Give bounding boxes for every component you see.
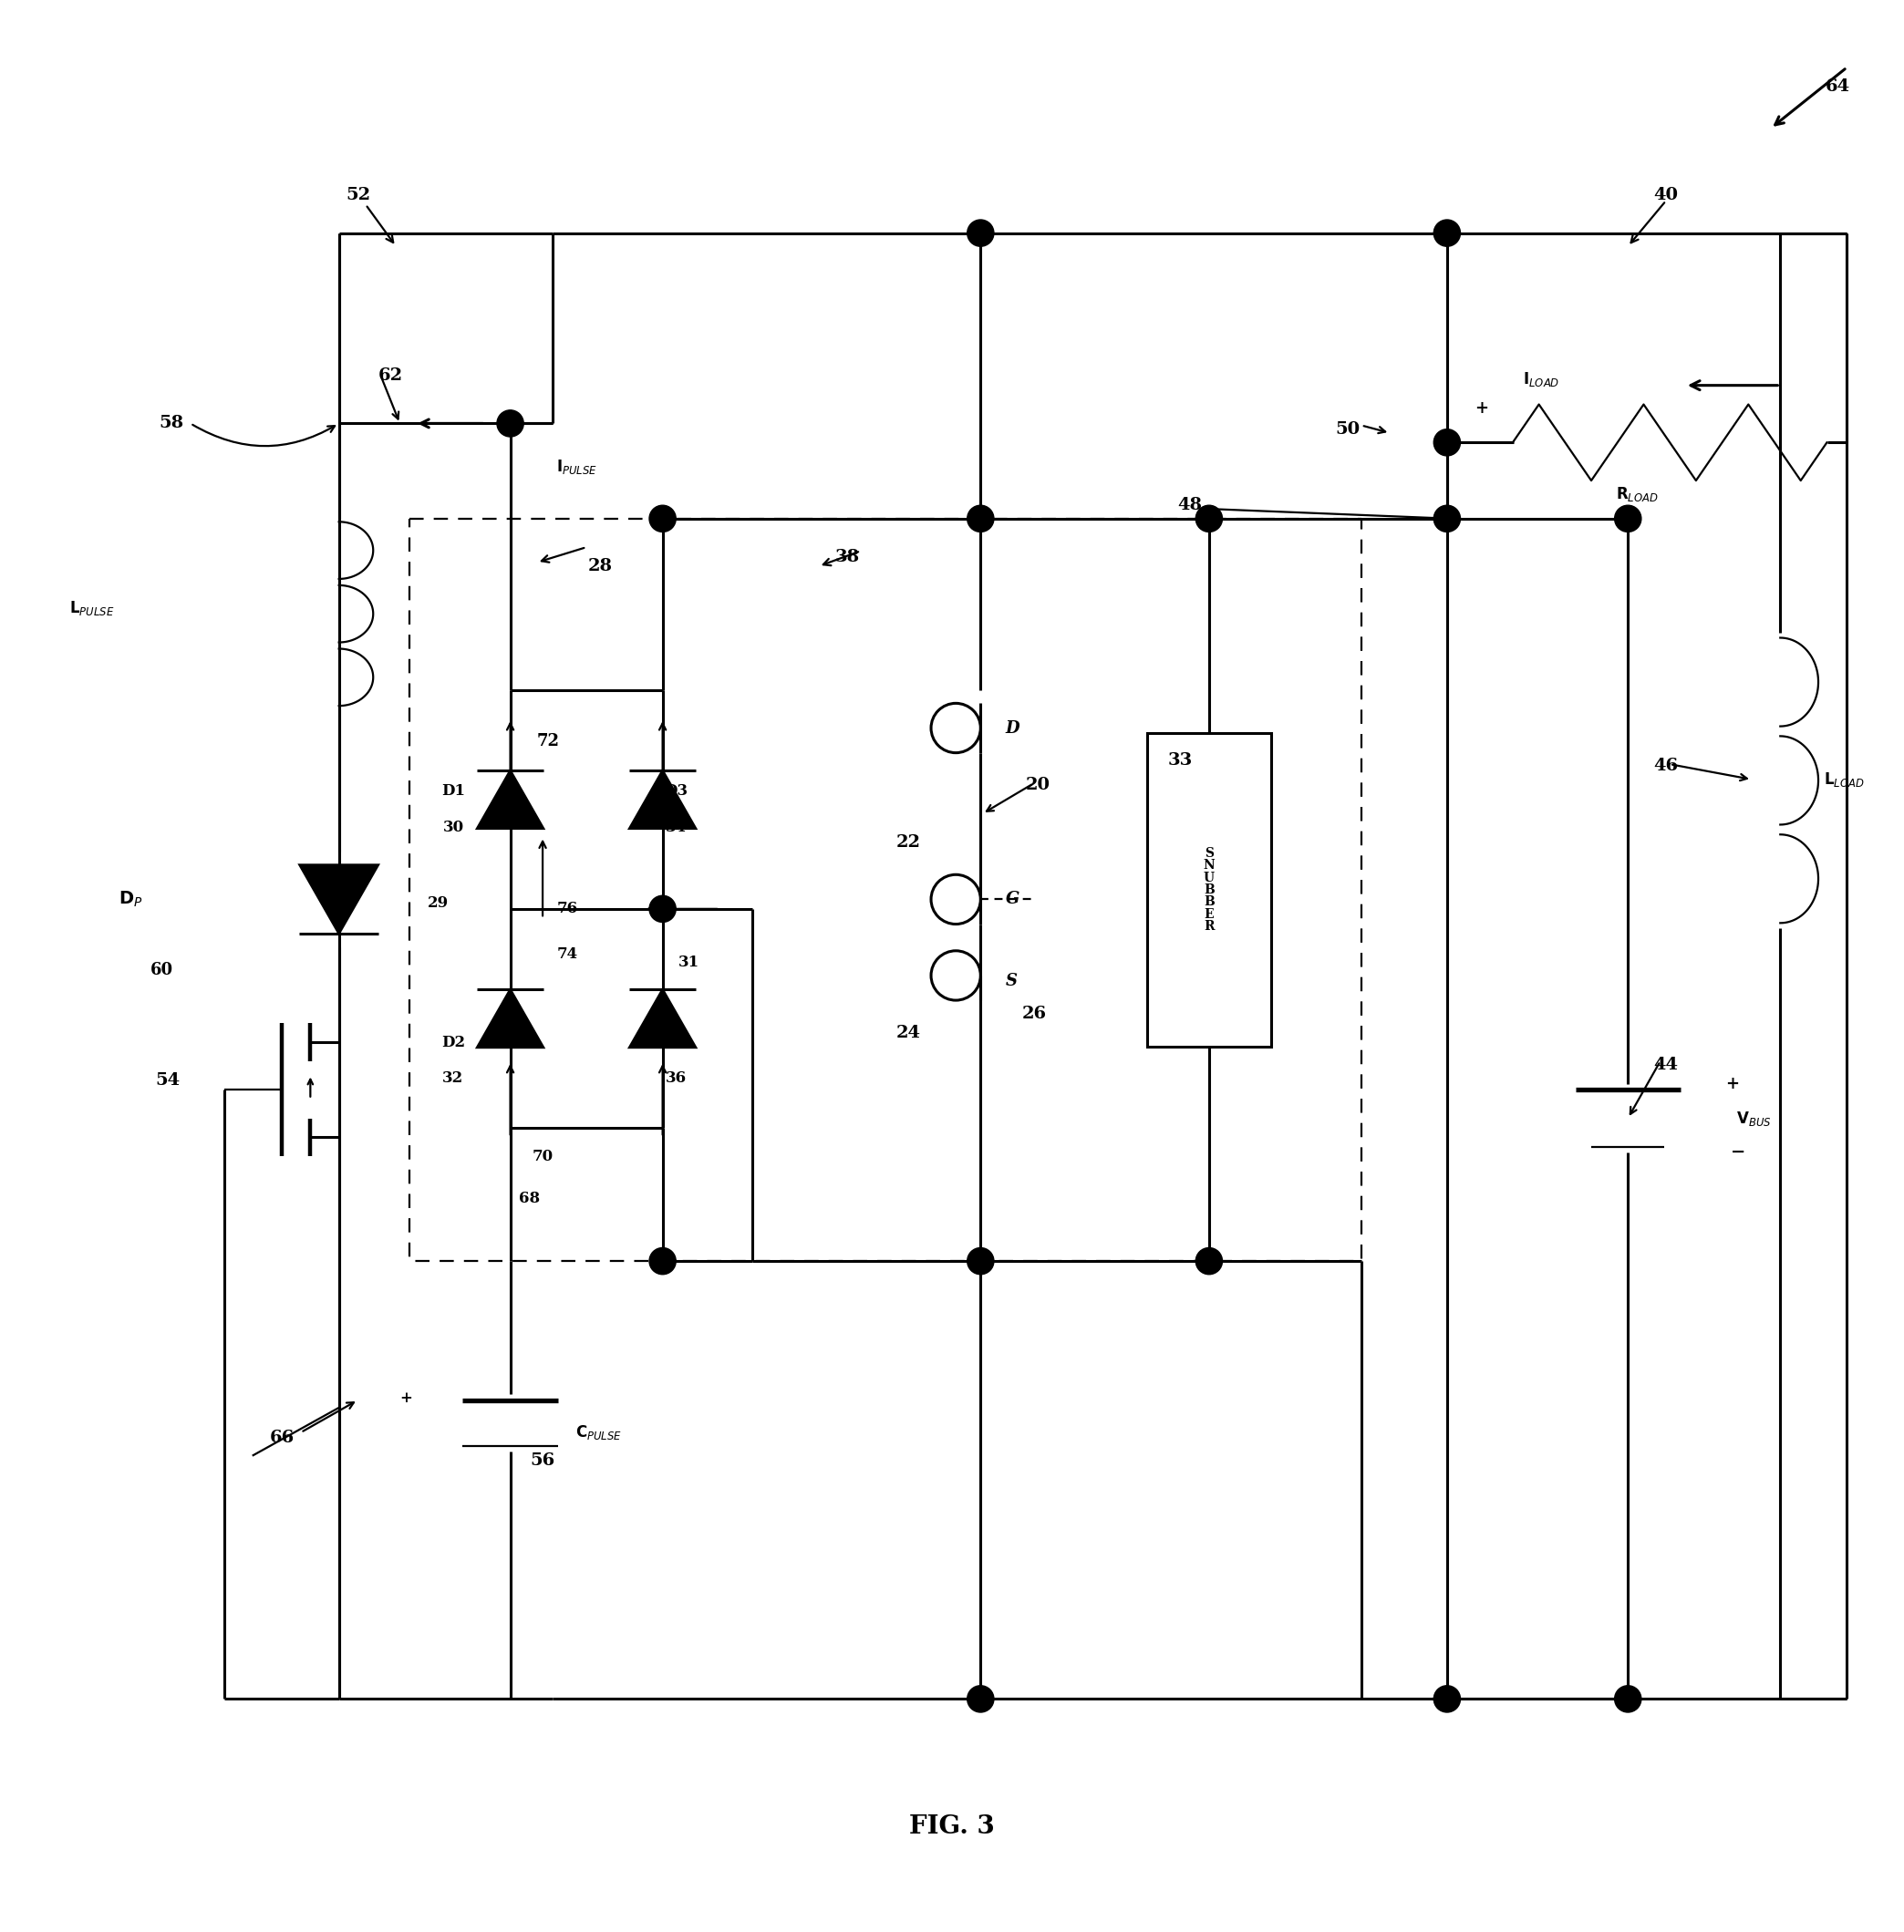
Text: 68: 68 xyxy=(518,1190,541,1206)
Text: +: + xyxy=(1725,1076,1740,1092)
Circle shape xyxy=(1196,1248,1222,1275)
Text: $\mathbf{L}_{PULSE}$: $\mathbf{L}_{PULSE}$ xyxy=(69,599,114,616)
Text: 29: 29 xyxy=(426,895,449,910)
Text: 66: 66 xyxy=(268,1430,295,1447)
Circle shape xyxy=(1615,506,1641,531)
Circle shape xyxy=(1196,506,1222,531)
Circle shape xyxy=(1434,506,1460,531)
Text: 36: 36 xyxy=(664,1070,687,1086)
Text: 48: 48 xyxy=(1179,497,1201,514)
Text: $\mathbf{L}_{LOAD}$: $\mathbf{L}_{LOAD}$ xyxy=(1824,771,1864,788)
Text: D4: D4 xyxy=(664,1034,687,1049)
Text: 60: 60 xyxy=(150,962,173,978)
Circle shape xyxy=(649,1248,676,1275)
Text: D2: D2 xyxy=(442,1034,465,1049)
Text: $\mathbf{I}_{LOAD}$: $\mathbf{I}_{LOAD}$ xyxy=(1523,371,1559,388)
Text: 34: 34 xyxy=(664,819,687,835)
Text: +: + xyxy=(400,1391,411,1406)
Text: 64: 64 xyxy=(1826,79,1849,95)
Text: 72: 72 xyxy=(537,732,560,750)
Text: 24: 24 xyxy=(897,1024,920,1041)
Text: +: + xyxy=(1474,400,1489,417)
Text: 74: 74 xyxy=(556,947,579,962)
Text: 52: 52 xyxy=(347,187,369,203)
Text: 22: 22 xyxy=(897,835,920,850)
Text: 46: 46 xyxy=(1655,757,1677,775)
Circle shape xyxy=(1615,1685,1641,1712)
Circle shape xyxy=(1434,220,1460,247)
Text: 70: 70 xyxy=(531,1150,554,1165)
Text: FIG. 3: FIG. 3 xyxy=(910,1814,994,1839)
Polygon shape xyxy=(476,989,545,1047)
Text: 58: 58 xyxy=(160,415,183,431)
Polygon shape xyxy=(299,866,379,933)
Polygon shape xyxy=(628,771,697,829)
Text: 26: 26 xyxy=(1022,1005,1045,1022)
Text: 56: 56 xyxy=(529,1453,556,1468)
Text: 38: 38 xyxy=(836,549,859,564)
Circle shape xyxy=(967,506,994,531)
Circle shape xyxy=(967,1685,994,1712)
Text: $\mathbf{C}_{PULSE}$: $\mathbf{C}_{PULSE}$ xyxy=(575,1424,621,1441)
Text: 54: 54 xyxy=(156,1072,179,1088)
Text: 33: 33 xyxy=(1167,752,1194,769)
Text: 40: 40 xyxy=(1655,187,1677,203)
Polygon shape xyxy=(476,771,545,829)
Text: 20: 20 xyxy=(1026,777,1049,794)
Text: $\mathbf{D}_P$: $\mathbf{D}_P$ xyxy=(118,889,143,910)
Text: $\mathbf{V}_{BUS}$: $\mathbf{V}_{BUS}$ xyxy=(1736,1109,1771,1128)
Text: D1: D1 xyxy=(442,782,465,798)
Circle shape xyxy=(497,410,524,437)
Text: 31: 31 xyxy=(678,954,701,970)
Circle shape xyxy=(967,1248,994,1275)
Circle shape xyxy=(1434,429,1460,456)
Circle shape xyxy=(649,506,676,531)
Text: $\mathbf{I}_{PULSE}$: $\mathbf{I}_{PULSE}$ xyxy=(556,458,598,477)
Text: 76: 76 xyxy=(556,900,579,916)
Text: 28: 28 xyxy=(588,558,611,574)
Text: G: G xyxy=(1005,891,1019,908)
Text: D: D xyxy=(1005,721,1019,736)
Text: 32: 32 xyxy=(442,1070,465,1086)
Text: S
N
U
B
B
E
R: S N U B B E R xyxy=(1203,846,1215,933)
Polygon shape xyxy=(628,989,697,1047)
Circle shape xyxy=(649,896,676,922)
Text: 50: 50 xyxy=(1337,421,1359,437)
Text: 62: 62 xyxy=(379,367,402,384)
Circle shape xyxy=(967,220,994,247)
Circle shape xyxy=(1434,1685,1460,1712)
Text: D3: D3 xyxy=(664,782,687,798)
Text: $\mathbf{R}_{LOAD}$: $\mathbf{R}_{LOAD}$ xyxy=(1616,485,1658,502)
Text: S: S xyxy=(1005,974,1017,989)
Text: 44: 44 xyxy=(1655,1057,1677,1072)
Text: −: − xyxy=(1731,1144,1746,1161)
Bar xyxy=(1146,732,1270,1047)
Text: 30: 30 xyxy=(442,819,465,835)
